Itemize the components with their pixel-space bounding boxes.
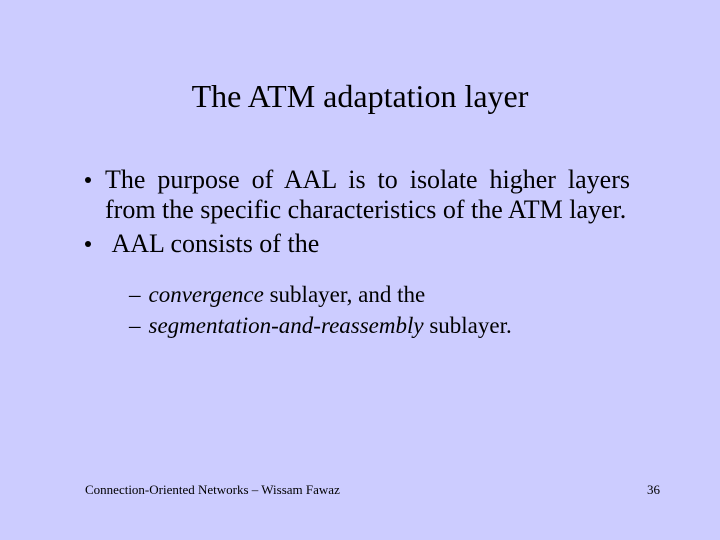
slide-title: The ATM adaptation layer <box>0 78 720 115</box>
sub-bullet-list: – convergence sublayer, and the – segmen… <box>129 279 630 341</box>
footer-text: Connection-Oriented Networks – Wissam Fa… <box>85 482 340 498</box>
sub-bullet-emph: segmentation-and-reassembly <box>149 313 424 338</box>
dash-icon: – <box>129 310 141 341</box>
sub-bullet-rest: sublayer. <box>424 313 512 338</box>
sub-bullet-item: – segmentation-and-reassembly sublayer. <box>129 310 630 341</box>
dash-icon: – <box>129 279 141 310</box>
sub-bullet-text: segmentation-and-reassembly sublayer. <box>149 310 512 341</box>
bullet-item: AAL consists of the <box>85 229 630 259</box>
bullet-dot-icon <box>85 241 91 247</box>
bullet-dot-icon <box>85 177 91 183</box>
sub-bullet-rest: sublayer, and the <box>264 282 425 307</box>
sub-bullet-text: convergence sublayer, and the <box>149 279 426 310</box>
sub-bullet-emph: convergence <box>149 282 264 307</box>
page-number: 36 <box>647 482 660 498</box>
bullet-text-inner: AAL consists of the <box>112 229 320 258</box>
slide: The ATM adaptation layer The purpose of … <box>0 0 720 540</box>
sub-bullet-item: – convergence sublayer, and the <box>129 279 630 310</box>
slide-content: The purpose of AAL is to isolate higher … <box>85 165 630 341</box>
bullet-item: The purpose of AAL is to isolate higher … <box>85 165 630 225</box>
bullet-text: AAL consists of the <box>105 229 630 259</box>
bullet-text: The purpose of AAL is to isolate higher … <box>105 165 630 225</box>
